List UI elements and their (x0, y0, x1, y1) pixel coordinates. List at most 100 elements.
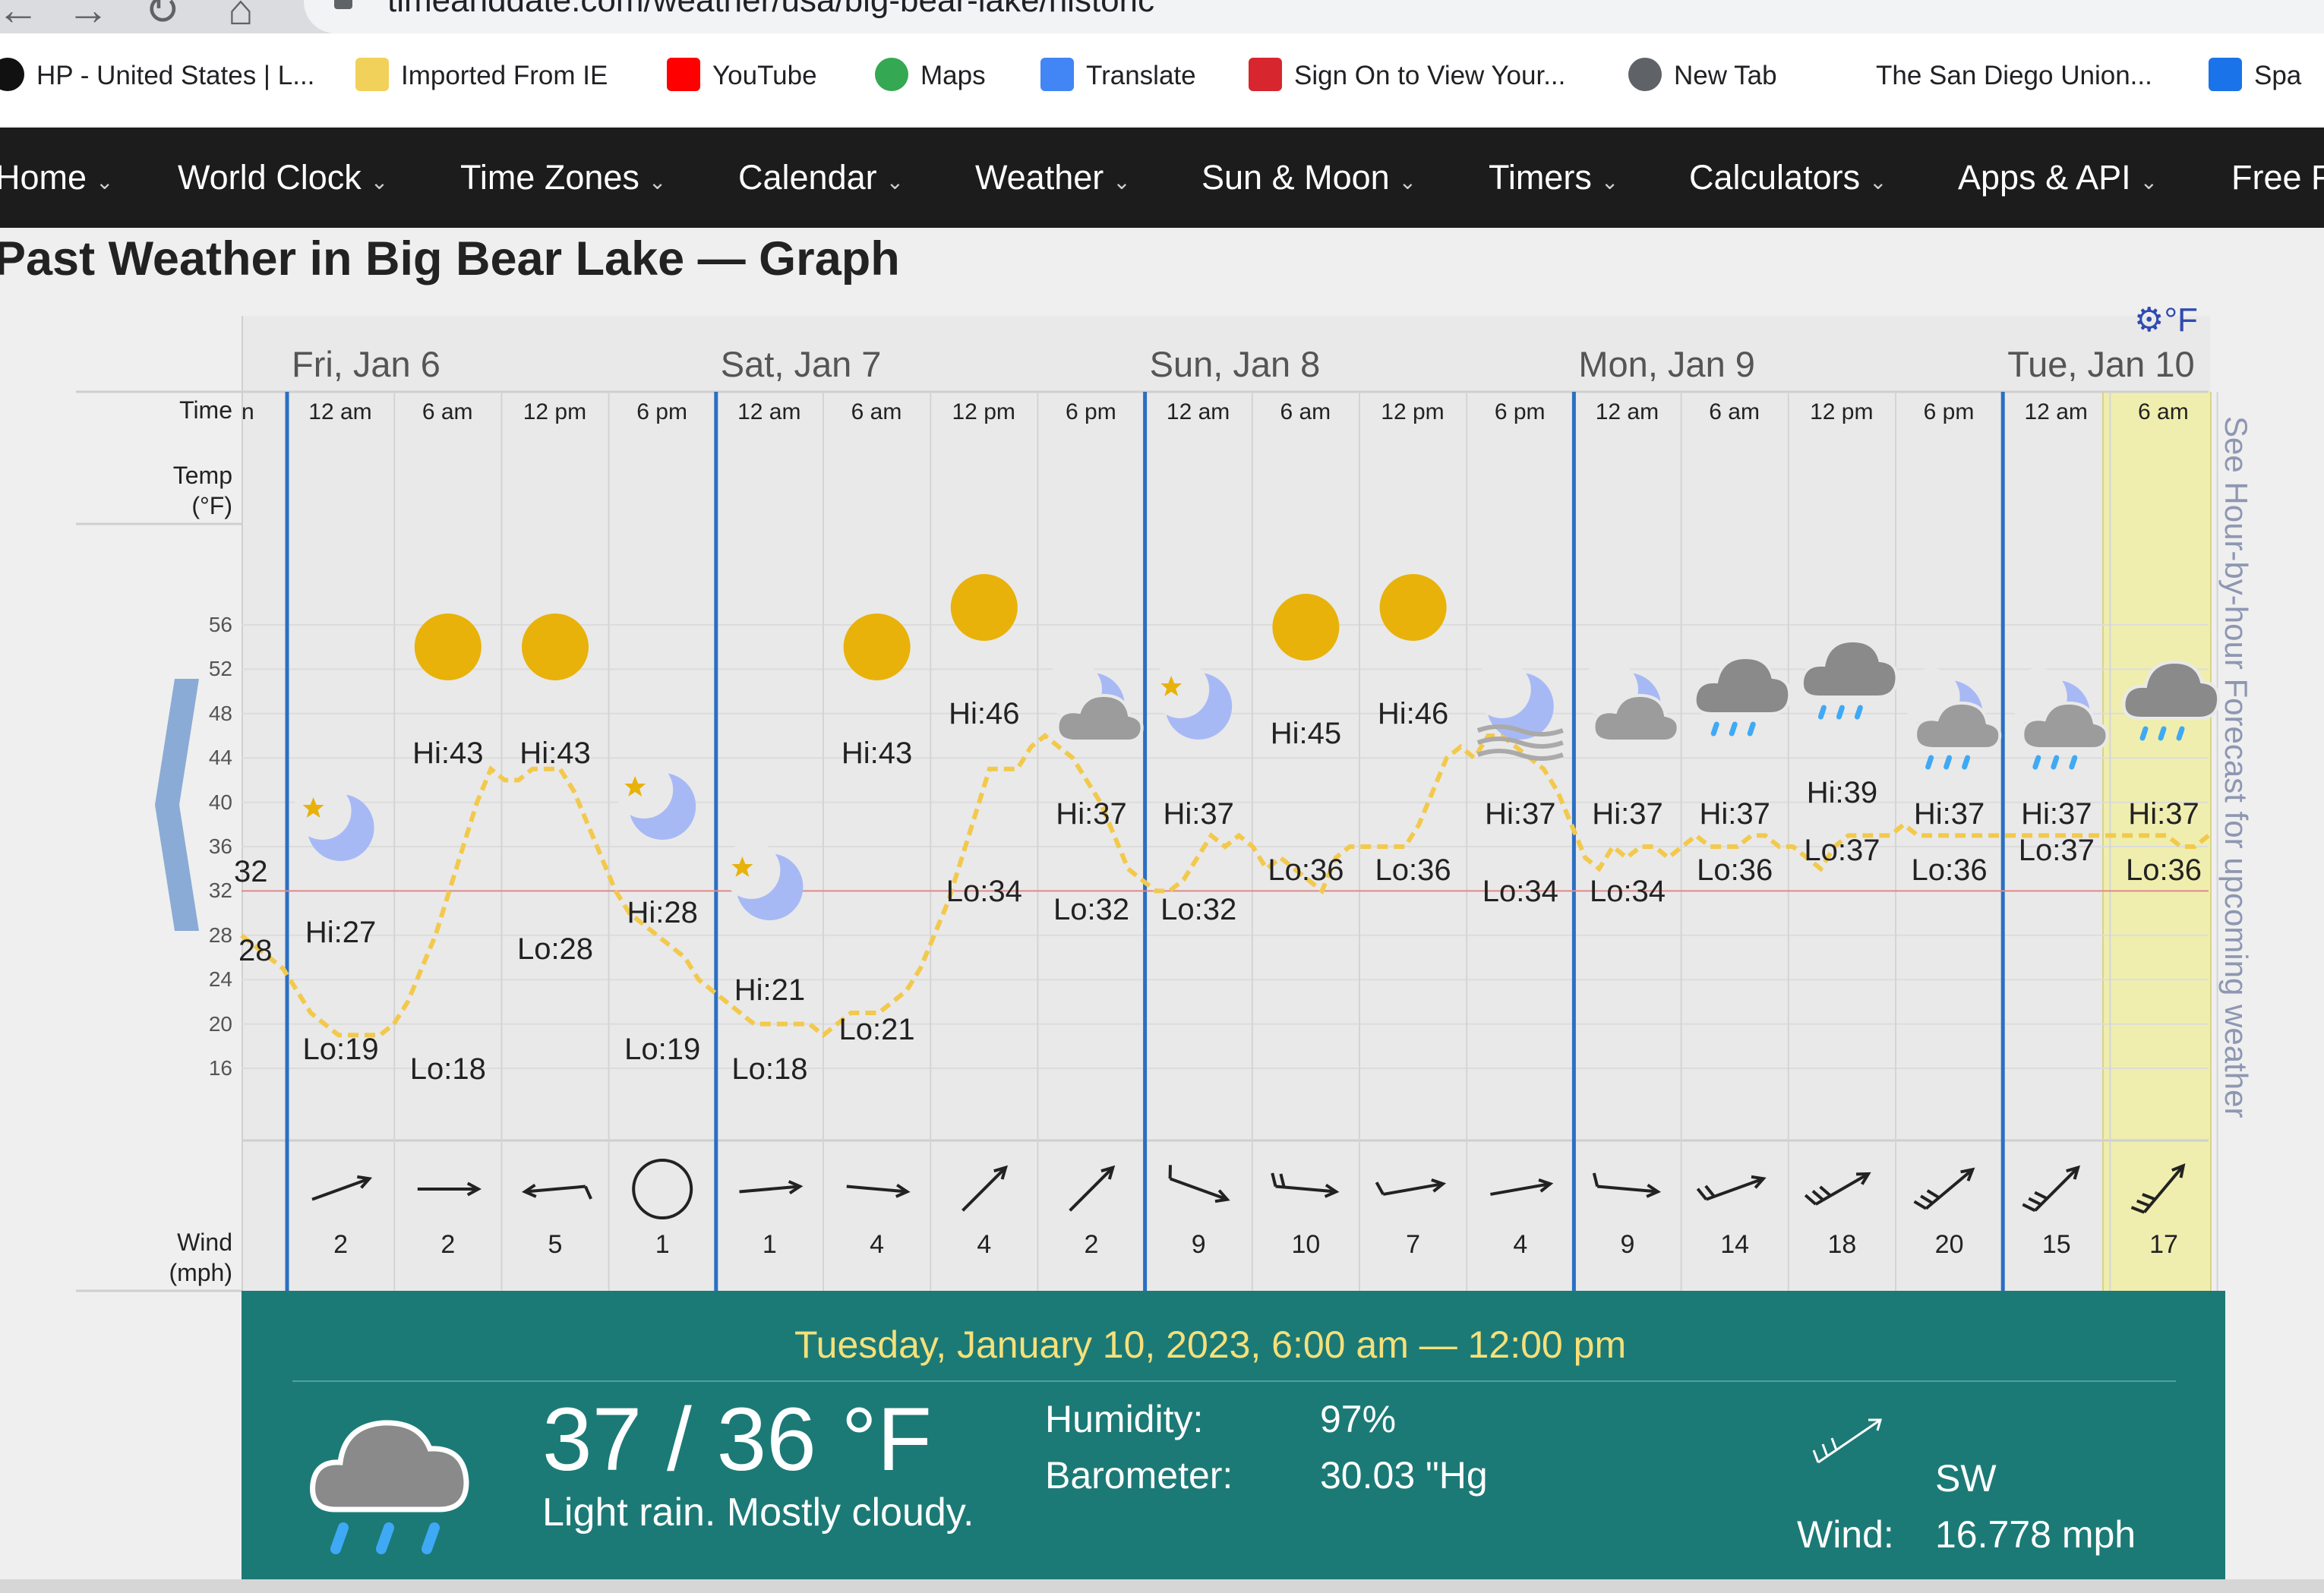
hour-by-hour-forecast-link[interactable]: See Hour-by-hour Forecast for upcoming w… (2218, 416, 2254, 1118)
url-field[interactable] (304, 0, 2324, 33)
youtube-icon[interactable] (667, 58, 700, 91)
bookmark-item[interactable]: New Tab (1674, 61, 1777, 90)
bookmark-item[interactable]: Imported From IE (401, 61, 608, 90)
nav-item-world-clock[interactable]: World Clock ⌄ (178, 158, 388, 197)
moon-star-icon (293, 782, 374, 861)
wind-arrow-icon (1271, 1172, 1340, 1198)
home-icon[interactable]: ⌂ (228, 0, 254, 33)
nav-item-apps-api[interactable]: Apps & API ⌄ (1958, 158, 2158, 197)
chevron-down-icon[interactable]: ⌄ (886, 170, 905, 194)
nav-item-sun-moon[interactable]: Sun & Moon ⌄ (1201, 158, 1416, 197)
low-temp-label: Lo:21 (838, 1013, 915, 1046)
wind-arrow-icon (311, 1175, 373, 1201)
bookmark-item[interactable]: YouTube (712, 61, 817, 90)
time-header: 6 am (422, 399, 473, 424)
nav-label[interactable]: Apps & API (1958, 158, 2131, 197)
wind-speed-label: 5 (548, 1230, 563, 1259)
wind-speed-label: 2 (333, 1230, 349, 1259)
chevron-down-icon[interactable]: ⌄ (96, 170, 114, 194)
nav-label[interactable]: Calculators (1689, 158, 1861, 197)
app-icon[interactable] (2209, 58, 2242, 91)
rain-cloud-icon (1693, 655, 1792, 737)
high-temp-label: Hi:46 (949, 697, 1020, 730)
chevron-down-icon[interactable]: ⌄ (370, 170, 389, 194)
humidity-value: 97% (1320, 1398, 1397, 1440)
back-arrow-icon[interactable]: ← (0, 0, 39, 33)
maps-pin-icon[interactable] (875, 58, 908, 91)
url-text[interactable]: timeanddate.com/weather/usa/big-bear-lak… (387, 0, 1155, 19)
high-temp-label: Hi:37 (2021, 797, 2092, 831)
nav-label[interactable]: Free F (2231, 158, 2324, 197)
wind-arrow-icon (1168, 1165, 1230, 1203)
bookmark-item[interactable]: Maps (920, 61, 986, 90)
high-temp-label: Hi:37 (1592, 797, 1663, 831)
low-temp-label: Lo:28 (516, 932, 594, 966)
wind-speed-label: 4 (1513, 1230, 1528, 1259)
chevron-down-icon[interactable]: ⌄ (1600, 170, 1619, 194)
chevron-down-icon[interactable]: ⌄ (648, 170, 667, 194)
bookmark-item[interactable]: Spa (2254, 61, 2302, 90)
y-tick-label: 20 (208, 1011, 232, 1036)
wind-row-label: Wind (177, 1229, 232, 1256)
time-header: 6 pm (1066, 399, 1116, 424)
time-header: 6 am (1280, 399, 1331, 424)
nav-label[interactable]: Sun & Moon (1201, 158, 1390, 197)
moon-star-icon (1151, 661, 1233, 740)
day-header: Fri, Jan 6 (292, 344, 440, 384)
nav-label[interactable]: Weather (975, 158, 1104, 197)
nav-item-timers[interactable]: Timers ⌄ (1489, 158, 1618, 197)
nav-item-calendar[interactable]: Calendar ⌄ (738, 158, 904, 197)
unit-label[interactable]: °F (2164, 301, 2198, 339)
nav-label[interactable]: Time Zones (460, 158, 639, 197)
nav-item-calculators[interactable]: Calculators ⌄ (1689, 158, 1887, 197)
nav-item-free-f[interactable]: Free F (2231, 158, 2324, 197)
y-tick-label: 24 (208, 967, 232, 992)
moon-cloud-icon (1580, 661, 1680, 743)
high-temp-label: Hi:45 (1270, 717, 1342, 750)
wind-arrow-icon (846, 1183, 911, 1198)
nav-label[interactable]: World Clock (178, 158, 362, 197)
chevron-down-icon[interactable]: ⌄ (1398, 170, 1417, 194)
previous-period-arrow-icon[interactable] (153, 676, 207, 934)
barometer-label: Barometer: (1045, 1454, 1233, 1497)
low-temp-label: Lo:18 (731, 1052, 808, 1086)
nav-item-weather[interactable]: Weather ⌄ (975, 158, 1131, 197)
low-temp-label: Lo:36 (1697, 853, 1773, 887)
sun-icon (1379, 574, 1447, 641)
moon-rain-icon (1902, 668, 2002, 770)
wind-arrow-icon (1592, 1172, 1662, 1198)
bookmark-item[interactable]: The San Diego Union... (1876, 61, 2152, 90)
nav-label[interactable]: Home (0, 158, 87, 197)
forward-arrow-icon[interactable]: → (67, 0, 109, 33)
wind-arrow-icon (739, 1180, 804, 1195)
wind-speed-label: 4 (870, 1230, 885, 1259)
lock-icon[interactable] (334, 0, 352, 9)
folder-icon[interactable] (355, 58, 389, 91)
chevron-down-icon[interactable]: ⌄ (1113, 170, 1131, 194)
nav-item-time-zones[interactable]: Time Zones ⌄ (460, 158, 666, 197)
bookmark-item[interactable]: HP - United States | L... (36, 61, 315, 90)
reload-icon[interactable]: ↻ (144, 0, 180, 33)
bookmark-item[interactable]: Translate (1086, 61, 1196, 90)
chevron-down-icon[interactable]: ⌄ (2139, 170, 2158, 194)
details-temperature: 37 / 36 °F (542, 1390, 932, 1490)
wind-label: Wind: (1797, 1513, 1894, 1556)
wind-speed-label: 2 (1084, 1230, 1099, 1259)
nav-label[interactable]: Timers (1489, 158, 1592, 197)
nav-label[interactable]: Calendar (738, 158, 877, 197)
bank-icon[interactable] (1249, 58, 1282, 91)
barometer-value: 30.03 "Hg (1320, 1454, 1488, 1497)
partial-lo-label: 28 (238, 934, 273, 967)
high-temp-label: Hi:46 (1377, 697, 1449, 730)
translate-icon[interactable] (1040, 58, 1074, 91)
ut-icon[interactable] (1830, 58, 1864, 91)
low-temp-label: Lo:32 (1160, 893, 1237, 926)
temp-row-label: Temp (172, 462, 232, 489)
nav-item-home[interactable]: Home ⌄ (0, 158, 114, 197)
low-temp-label: Lo:34 (1482, 875, 1558, 908)
unit-settings[interactable]: ⚙°F (2134, 301, 2198, 339)
bookmark-item[interactable]: Sign On to View Your... (1294, 61, 1566, 90)
globe-icon[interactable] (1628, 58, 1662, 91)
gear-icon[interactable]: ⚙ (2134, 301, 2165, 339)
chevron-down-icon[interactable]: ⌄ (1869, 170, 1887, 194)
